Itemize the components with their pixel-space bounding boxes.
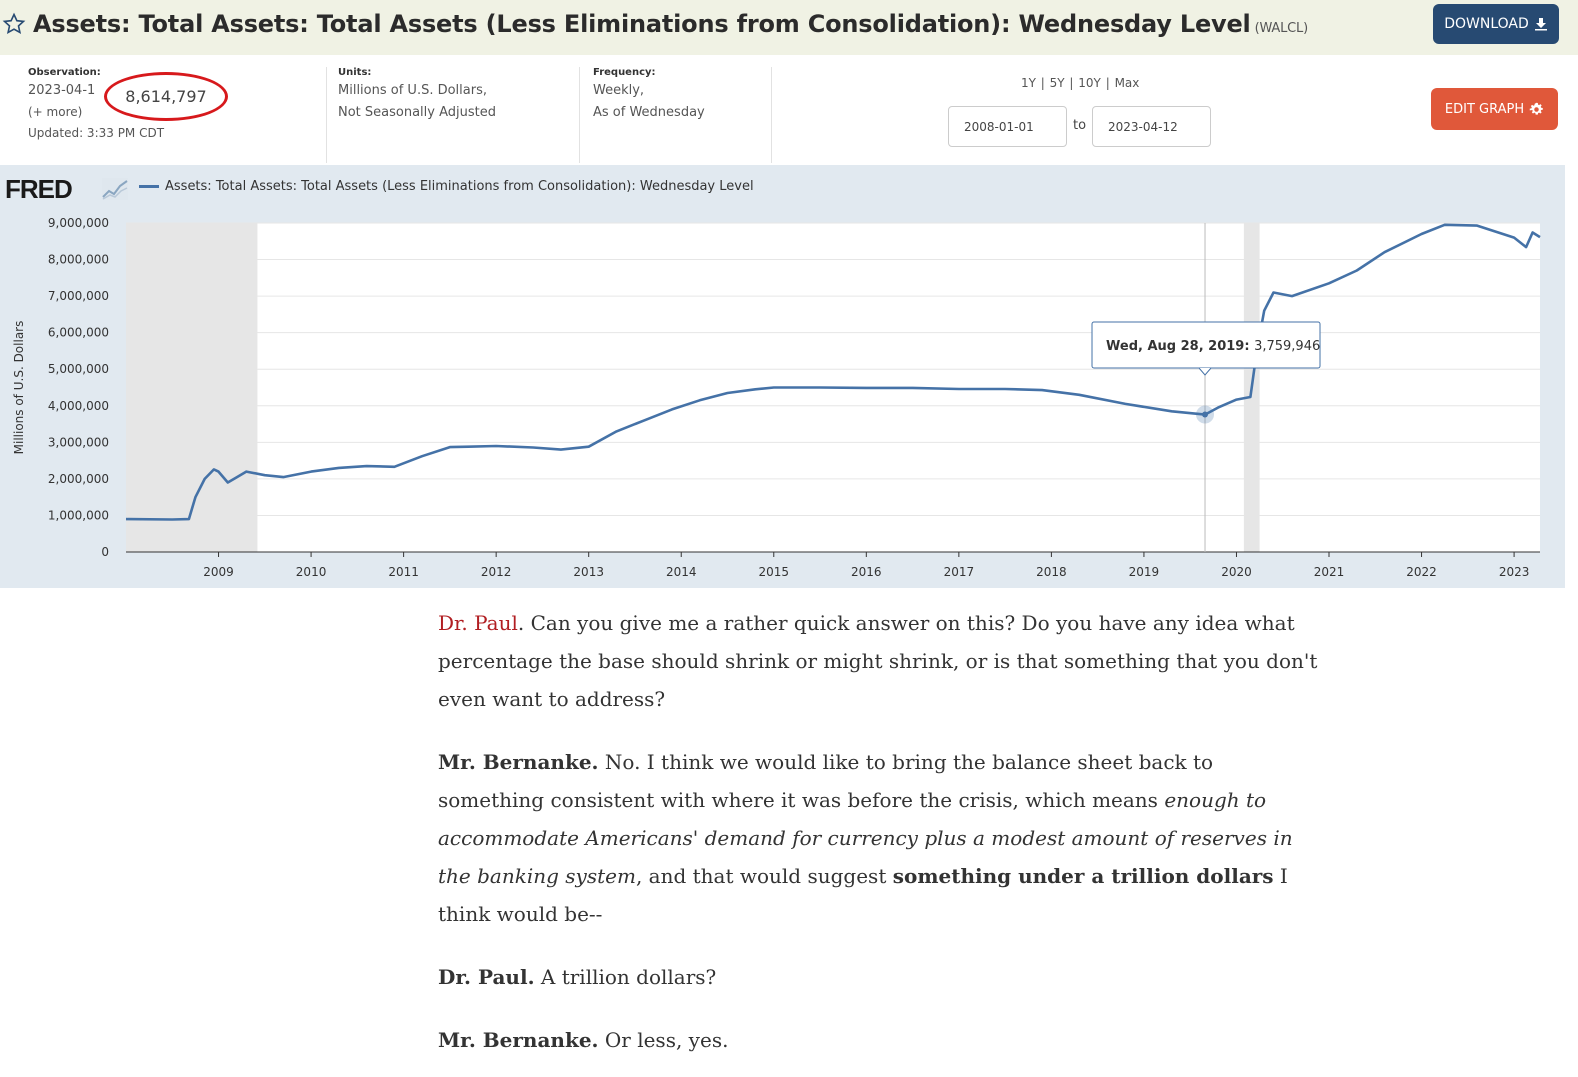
- speaker-bernanke: Mr. Bernanke.: [438, 750, 599, 774]
- speaker-paul: Dr. Paul.: [438, 965, 535, 989]
- divider: [326, 67, 327, 163]
- observation-block: Observation: 2023-04-1 (+ more) Updated:…: [28, 67, 164, 144]
- observation-date: 2023-04-1: [28, 83, 96, 98]
- y-tick-label: 5,000,000: [48, 362, 109, 376]
- start-date-input[interactable]: 2008-01-01: [948, 106, 1067, 147]
- frequency-block: Frequency: Weekly, As of Wednesday: [593, 67, 705, 124]
- units-line2: Not Seasonally Adjusted: [338, 105, 496, 120]
- paragraph: Dr. Paul. A trillion dollars?: [438, 958, 1318, 996]
- y-tick-label: 6,000,000: [48, 326, 109, 340]
- x-tick-label: 2020: [1221, 565, 1252, 579]
- y-tick-label: 1,000,000: [48, 508, 109, 522]
- x-tick-label: 2009: [203, 565, 234, 579]
- x-tick-label: 2011: [388, 565, 419, 579]
- observation-value-highlight: 8,614,797: [104, 72, 228, 121]
- tooltip-value: 3,759,946: [1254, 339, 1320, 354]
- x-tick-label: 2016: [851, 565, 882, 579]
- frequency-line2: As of Wednesday: [593, 105, 705, 120]
- chart-panel: FRED Assets: Total Assets: Total Assets …: [0, 165, 1565, 588]
- fred-logo: FRED: [5, 174, 73, 204]
- range-1y[interactable]: 1Y: [1021, 76, 1036, 90]
- divider: [579, 67, 580, 163]
- end-date-value: 2023-04-12: [1108, 119, 1178, 134]
- x-tick-label: 2015: [759, 565, 790, 579]
- gear-icon: [1529, 102, 1543, 115]
- page-title: Assets: Total Assets: Total Assets (Less…: [33, 10, 1308, 38]
- range-links: 1Y | 5Y | 10Y | Max: [1021, 76, 1140, 90]
- bold-text: something under a trillion dollars: [892, 864, 1274, 888]
- start-date-value: 2008-01-01: [964, 119, 1034, 134]
- x-tick-label: 2010: [296, 565, 327, 579]
- legend-label: Assets: Total Assets: Total Assets (Less…: [165, 179, 754, 194]
- paragraph-text: Or less, yes.: [598, 1028, 729, 1052]
- x-tick-label: 2014: [666, 565, 697, 579]
- units-label: Units:: [338, 67, 372, 78]
- legend-swatch: [139, 185, 159, 188]
- range-5y[interactable]: 5Y: [1049, 76, 1065, 90]
- star-icon[interactable]: [2, 12, 26, 36]
- x-tick-label: 2018: [1036, 565, 1067, 579]
- more-link[interactable]: (+ more): [28, 105, 83, 119]
- y-tick-label: 9,000,000: [48, 216, 109, 230]
- series-line: [125, 223, 1541, 521]
- observation-label: Observation:: [28, 67, 101, 78]
- range-max[interactable]: Max: [1114, 76, 1140, 90]
- frequency-label: Frequency:: [593, 67, 656, 78]
- divider: [771, 67, 772, 163]
- paragraph-text: . Can you give me a rather quick answer …: [438, 611, 1318, 711]
- end-date-input[interactable]: 2023-04-12: [1092, 106, 1211, 147]
- download-button[interactable]: DOWNLOAD: [1433, 4, 1559, 44]
- paragraph: Dr. Paul. Can you give me a rather quick…: [438, 604, 1318, 718]
- y-axis-label: Millions of U.S. Dollars: [12, 321, 26, 455]
- x-tick-label: 2012: [481, 565, 512, 579]
- tooltip-text: Wed, Aug 28, 2019: 3,759,946: [1106, 339, 1320, 354]
- recession-band: [126, 223, 258, 552]
- x-tick-label: 2022: [1406, 565, 1437, 579]
- paragraph-text: I think would be--: [438, 864, 1288, 926]
- frequency-line1: Weekly,: [593, 83, 645, 98]
- tooltip-pointer: [1198, 367, 1212, 376]
- observation-value: 8,614,797: [125, 87, 207, 106]
- download-label: DOWNLOAD: [1444, 16, 1529, 32]
- updated-time: Updated: 3:33 PM CDT: [28, 126, 165, 140]
- x-tick-label: 2023: [1499, 565, 1530, 579]
- to-label: to: [1073, 118, 1087, 133]
- paragraph: Mr. Bernanke. No. I think we would like …: [438, 743, 1318, 933]
- series-meta: Observation: 2023-04-1 (+ more) Updated:…: [0, 55, 1578, 165]
- edit-graph-button[interactable]: EDIT GRAPH: [1431, 88, 1558, 130]
- edit-graph-label: EDIT GRAPH: [1444, 101, 1525, 117]
- paragraph-text: No. I think we would like to bring the b…: [438, 750, 1214, 812]
- x-tick-label: 2017: [944, 565, 975, 579]
- speaker-bernanke: Mr. Bernanke.: [438, 1028, 599, 1052]
- tooltip-date: Wed, Aug 28, 2019:: [1106, 339, 1254, 354]
- download-icon: [1534, 18, 1547, 31]
- y-tick-label: 7,000,000: [48, 289, 109, 303]
- y-tick-label: 2,000,000: [48, 472, 109, 486]
- x-tick-label: 2013: [573, 565, 604, 579]
- x-tick-label: 2019: [1129, 565, 1160, 579]
- series-title: Assets: Total Assets: Total Assets (Less…: [33, 10, 1251, 38]
- y-tick-label: 3,000,000: [48, 435, 109, 449]
- paragraph-text: , and that would suggest: [635, 864, 893, 888]
- fred-chart-icon: [102, 178, 128, 200]
- title-bar: Assets: Total Assets: Total Assets (Less…: [0, 0, 1578, 55]
- units-line1: Millions of U.S. Dollars,: [338, 83, 487, 98]
- y-tick-label: 0: [101, 545, 109, 559]
- x-tick-label: 2021: [1314, 565, 1345, 579]
- series-code: (WALCL): [1254, 21, 1309, 36]
- line-chart[interactable]: 0 1,000,000 2,000,000 3,000,000 4,000,000 5,0…: [0, 165, 1565, 588]
- paragraph-text: A trillion dollars?: [534, 965, 717, 989]
- article-body: Dr. Paul. Can you give me a rather quick…: [438, 604, 1318, 1077]
- range-10y[interactable]: 10Y: [1078, 76, 1101, 90]
- paragraph: Mr. Bernanke. Or less, yes.: [438, 1021, 1318, 1059]
- speaker-paul: Dr. Paul: [438, 611, 518, 635]
- hover-marker: [1202, 411, 1209, 418]
- chart-legend: Assets: Total Assets: Total Assets (Less…: [139, 179, 754, 194]
- y-tick-label: 4,000,000: [48, 399, 109, 413]
- emphasis-text: enough to accommodate Americans' demand …: [438, 788, 1293, 888]
- y-tick-label: 8,000,000: [48, 253, 109, 267]
- units-block: Units: Millions of U.S. Dollars, Not Sea…: [338, 67, 496, 124]
